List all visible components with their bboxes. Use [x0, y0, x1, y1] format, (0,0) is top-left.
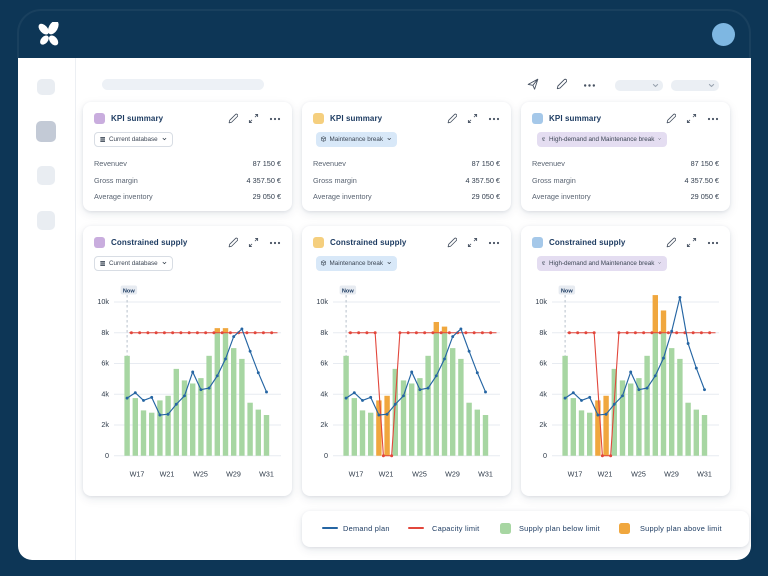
svg-text:W29: W29	[664, 470, 679, 479]
svg-text:Now: Now	[342, 288, 354, 294]
svg-text:4k: 4k	[320, 389, 328, 398]
svg-text:6k: 6k	[101, 359, 109, 368]
svg-text:0: 0	[105, 451, 109, 460]
svg-text:0: 0	[543, 451, 547, 460]
svg-text:2k: 2k	[101, 420, 109, 429]
svg-text:W31: W31	[259, 470, 274, 479]
svg-text:8k: 8k	[101, 328, 109, 337]
svg-text:Now: Now	[123, 288, 135, 294]
svg-text:6k: 6k	[539, 359, 547, 368]
svg-text:W21: W21	[379, 470, 394, 479]
svg-text:8k: 8k	[320, 328, 328, 337]
svg-text:W25: W25	[631, 470, 646, 479]
svg-text:4k: 4k	[539, 389, 547, 398]
svg-text:Now: Now	[561, 288, 573, 294]
svg-text:W21: W21	[598, 470, 613, 479]
svg-text:W25: W25	[193, 470, 208, 479]
svg-text:W21: W21	[160, 470, 175, 479]
svg-text:W17: W17	[349, 470, 364, 479]
svg-text:W29: W29	[226, 470, 241, 479]
svg-text:W31: W31	[697, 470, 712, 479]
svg-text:10k: 10k	[316, 297, 328, 306]
svg-text:10k: 10k	[97, 297, 109, 306]
svg-text:4k: 4k	[101, 389, 109, 398]
svg-text:8k: 8k	[539, 328, 547, 337]
svg-text:10k: 10k	[535, 297, 547, 306]
svg-text:0: 0	[324, 451, 328, 460]
svg-text:2k: 2k	[320, 420, 328, 429]
svg-text:W25: W25	[412, 470, 427, 479]
svg-text:W17: W17	[568, 470, 583, 479]
svg-text:W29: W29	[445, 470, 460, 479]
svg-text:6k: 6k	[320, 359, 328, 368]
svg-text:2k: 2k	[539, 420, 547, 429]
svg-text:W17: W17	[130, 470, 145, 479]
svg-text:W31: W31	[478, 470, 493, 479]
